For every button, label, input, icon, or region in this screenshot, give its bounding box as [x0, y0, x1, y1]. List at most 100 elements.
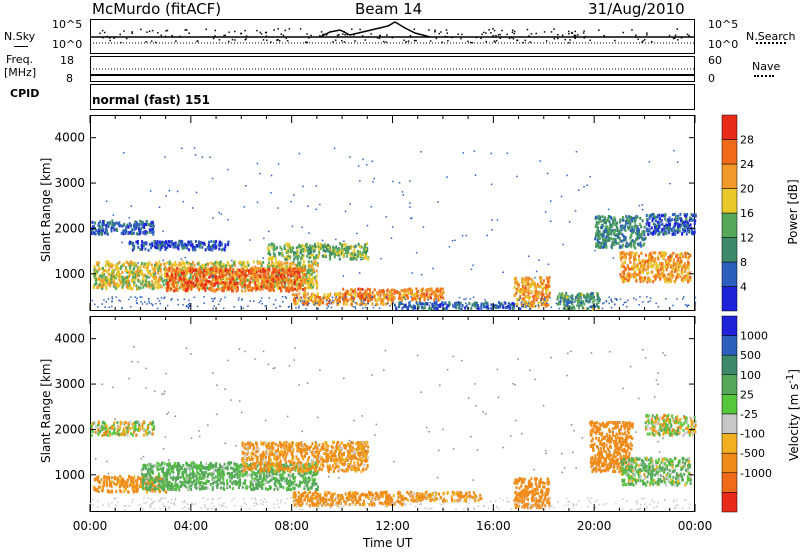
echo-cell [319, 301, 322, 305]
echo-cell [181, 279, 184, 283]
echo-cell [350, 288, 353, 292]
noise-point [285, 37, 287, 40]
echo-cell [283, 279, 286, 283]
echo-cell [294, 296, 296, 300]
echo-cell [312, 276, 314, 280]
echo-cell [234, 260, 236, 264]
echo-cell [642, 279, 645, 283]
echo-cell [220, 280, 223, 284]
echo-cell [133, 266, 136, 270]
echo-cell [641, 230, 644, 234]
echo-cell [630, 216, 633, 220]
noise-point [501, 29, 503, 32]
echo-cell [228, 288, 231, 291]
echo-cell [545, 304, 548, 308]
echo-cell [294, 277, 297, 281]
echo-cell [103, 269, 106, 273]
echo-cell [657, 268, 660, 272]
echo-cell [329, 246, 331, 250]
echo-cell [302, 292, 305, 296]
echo-cell [401, 294, 404, 298]
noise-point [245, 38, 247, 40]
echo-cell [601, 224, 604, 228]
echo-cell [250, 267, 252, 271]
echo-cell [403, 294, 406, 298]
echo-cell [203, 269, 206, 273]
echo-cell [110, 279, 113, 283]
echo-cell [163, 241, 166, 245]
echo-cell [620, 228, 623, 232]
echo-cell [292, 298, 295, 302]
echo-cell [533, 301, 536, 305]
echo-cell [442, 307, 445, 311]
echo-cell [588, 295, 591, 299]
echo-cell [284, 271, 287, 275]
echo-cell [324, 296, 327, 300]
echo-cell [359, 254, 362, 258]
echo-cell [565, 298, 568, 302]
echo-cell [199, 271, 202, 275]
echo-cell [655, 302, 657, 305]
echo-cell [237, 272, 240, 276]
echo-cell [512, 307, 514, 311]
echo-cell [267, 271, 270, 275]
noise-point [277, 28, 279, 30]
echo-cell [299, 296, 302, 300]
echo-cell [155, 266, 158, 270]
echo-cell [603, 302, 605, 304]
echo-cell [93, 283, 96, 287]
echo-cell [305, 281, 308, 285]
echo-cell [306, 254, 309, 258]
echo-cell [201, 279, 204, 283]
echo-cell [685, 251, 688, 255]
echo-cell [317, 307, 319, 310]
echo-cell [566, 301, 569, 305]
noise-point [485, 40, 487, 43]
echo-cell [521, 277, 524, 281]
echo-cell [141, 247, 144, 251]
beam-title: Beam 14 [355, 0, 423, 18]
echo-cell [670, 278, 673, 282]
echo-cell [439, 287, 442, 291]
echo-cell [680, 259, 682, 263]
echo-cell [140, 269, 143, 273]
echo-cell [144, 262, 147, 266]
freq-right-tick-top: 60 [708, 54, 722, 67]
echo-cell [94, 221, 97, 225]
echo-cell [131, 228, 134, 232]
echo-cell [189, 272, 192, 276]
echo-cell [671, 218, 674, 222]
echo-cell [682, 224, 685, 228]
echo-cell [350, 293, 353, 297]
echo-cell [533, 290, 536, 294]
echo-cell [674, 222, 677, 226]
echo-cell [558, 300, 561, 304]
echo-cell [430, 307, 433, 311]
echo-cell [314, 302, 316, 305]
echo-cell [623, 279, 626, 283]
echo-cell [517, 285, 520, 289]
echo-cell [381, 299, 384, 303]
echo-cell [580, 299, 583, 303]
echo-cell [342, 295, 345, 299]
echo-cell [471, 305, 473, 307]
echo-cell [691, 218, 694, 222]
echo-cell [102, 220, 104, 224]
echo-cell [267, 248, 270, 251]
echo-cell [671, 213, 674, 217]
echo-cell [437, 287, 440, 291]
echo-cell [591, 307, 594, 311]
echo-cell [98, 268, 101, 272]
echo-cell [643, 225, 646, 229]
noise-point [461, 33, 463, 36]
echo-cell [311, 244, 314, 248]
echo-cell [148, 302, 151, 304]
echo-cell [559, 302, 562, 306]
echo-cell [172, 242, 175, 246]
echo-cell [624, 229, 627, 232]
noise-point [573, 36, 576, 38]
echo-cell [312, 293, 315, 296]
echo-cell [185, 279, 188, 283]
echo-cell [354, 306, 356, 308]
echo-cell [221, 280, 224, 284]
